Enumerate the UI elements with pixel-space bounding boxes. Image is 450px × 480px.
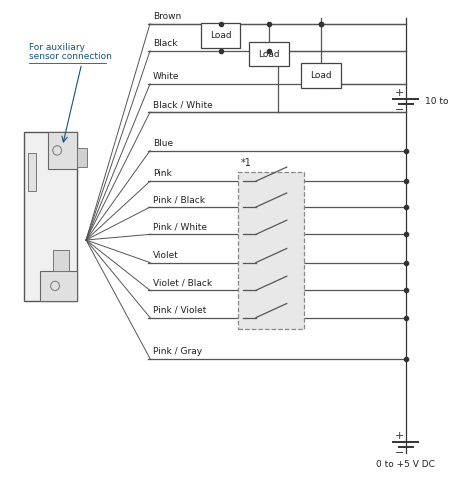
Bar <box>302 63 341 87</box>
Bar <box>28 154 36 191</box>
Text: +: + <box>395 431 404 441</box>
Text: *1: *1 <box>240 158 251 168</box>
Text: sensor connection: sensor connection <box>29 52 112 61</box>
Text: Pink / White: Pink / White <box>153 223 207 231</box>
Text: White: White <box>153 72 180 81</box>
Bar <box>54 251 69 271</box>
Text: −: − <box>395 448 404 458</box>
Text: Blue: Blue <box>153 139 173 148</box>
Text: −: − <box>395 105 404 115</box>
Text: +: + <box>395 88 404 98</box>
Bar <box>24 132 77 301</box>
Bar <box>40 271 77 301</box>
Text: Pink / Black: Pink / Black <box>153 195 205 204</box>
Text: Brown: Brown <box>153 12 181 21</box>
Text: Violet: Violet <box>153 251 179 260</box>
Text: Black / White: Black / White <box>153 100 213 109</box>
Text: Load: Load <box>310 71 332 80</box>
Text: Pink / Gray: Pink / Gray <box>153 347 202 356</box>
Text: 0 to +5 V DC: 0 to +5 V DC <box>376 460 435 469</box>
Text: Violet / Black: Violet / Black <box>153 278 212 288</box>
Text: Pink / Violet: Pink / Violet <box>153 306 207 315</box>
Text: Load: Load <box>210 31 231 40</box>
Text: For auxiliary: For auxiliary <box>29 43 85 52</box>
Bar <box>249 42 289 66</box>
Text: Black: Black <box>153 39 178 48</box>
Bar <box>77 148 87 167</box>
Text: Load: Load <box>258 50 280 59</box>
Bar <box>238 172 304 329</box>
Text: 10 to 31 V DC: 10 to 31 V DC <box>425 97 450 106</box>
Bar <box>201 23 240 48</box>
Text: Pink: Pink <box>153 169 172 179</box>
Bar <box>48 132 77 169</box>
